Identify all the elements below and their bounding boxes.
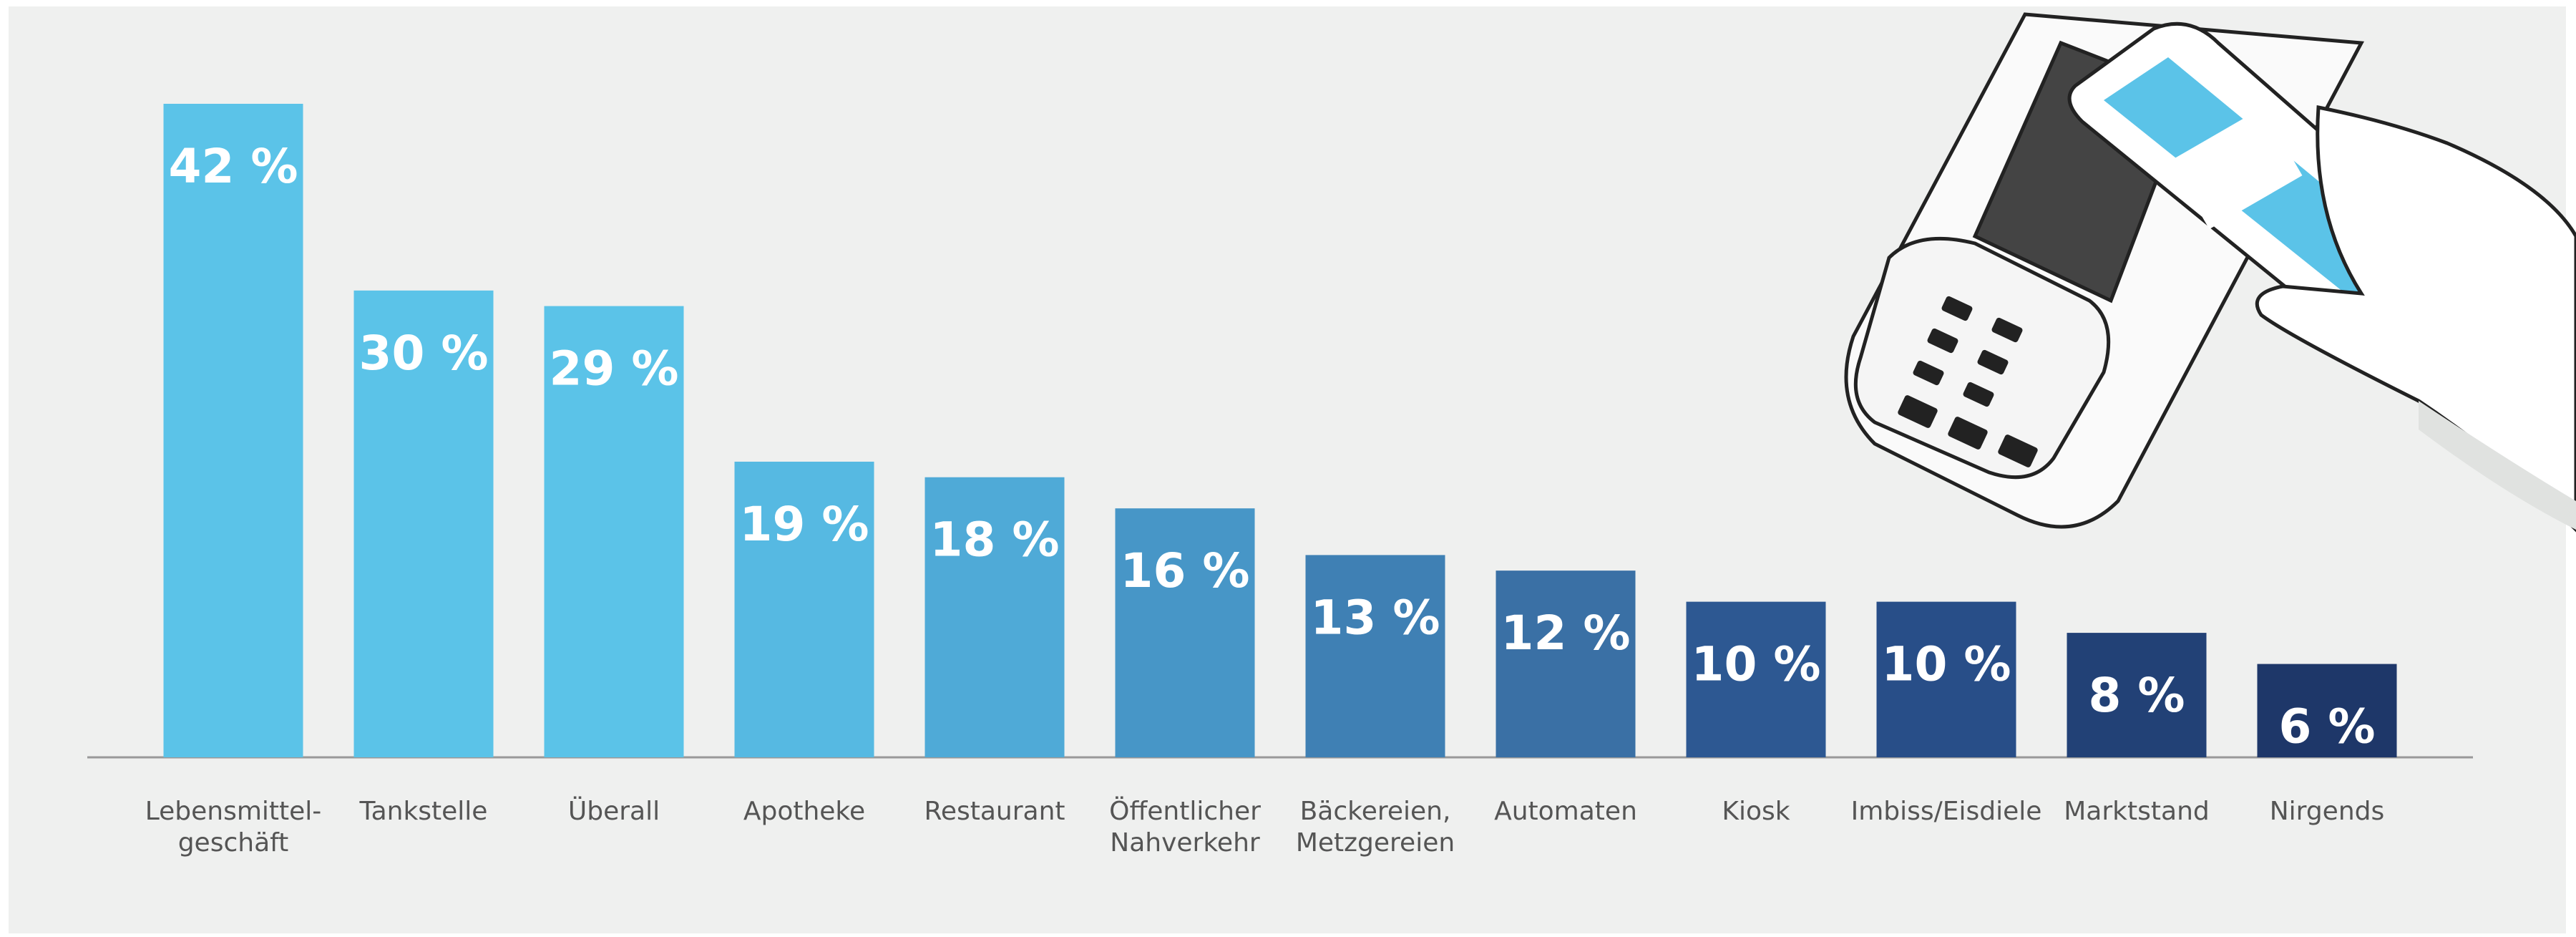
- value-label: 29 %: [550, 341, 679, 397]
- value-label: 16 %: [1121, 543, 1250, 598]
- value-label: 6 %: [2278, 699, 2375, 754]
- value-label: 10 %: [1692, 637, 1821, 692]
- x-tick-label: Lebensmittel- geschäft: [126, 796, 341, 859]
- value-label: 12 %: [1501, 606, 1631, 661]
- value-label: 8 %: [2088, 668, 2185, 723]
- bar: [164, 104, 303, 757]
- x-tick-label: Automaten: [1458, 796, 1673, 827]
- value-label: 13 %: [1311, 590, 1440, 645]
- value-label: 10 %: [1882, 637, 2011, 692]
- x-tick-label: Imbiss/Eisdiele: [1839, 796, 2054, 827]
- x-tick-label: Marktstand: [2029, 796, 2244, 827]
- x-tick-label: Kiosk: [1649, 796, 1863, 827]
- page: 42 % 30 % 29 % 19 % 18 % 16 % 13 % 12 % 10 % 10 %…: [0, 0, 2576, 937]
- value-label: 18 %: [930, 513, 1060, 568]
- bar: [1496, 571, 1636, 757]
- bar: [1306, 555, 1445, 757]
- x-tick-label: Tankstelle: [316, 796, 531, 827]
- value-label: 42 %: [169, 139, 298, 194]
- x-tick-label: Restaurant: [887, 796, 1102, 827]
- x-tick-label: Bäckereien, Metzgereien: [1268, 796, 1483, 859]
- x-tick-label: Öffentlicher Nahverkehr: [1078, 796, 1292, 859]
- x-tick-label: Apotheke: [697, 796, 912, 827]
- x-tick-label: Nirgends: [2220, 796, 2434, 827]
- value-label: 19 %: [740, 497, 869, 552]
- x-tick-label: Überall: [507, 796, 721, 827]
- value-label: 30 %: [359, 326, 489, 381]
